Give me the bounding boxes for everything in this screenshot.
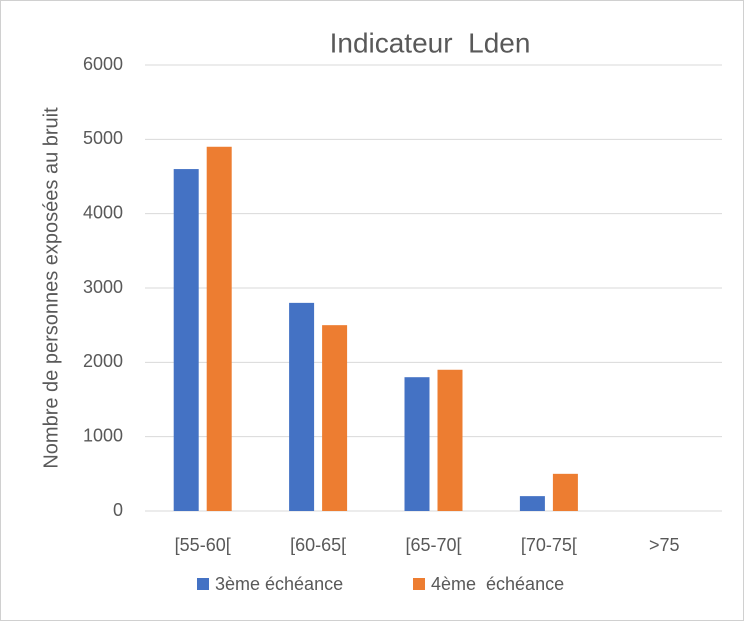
y-tick-label: 3000: [83, 277, 123, 297]
y-tick-label: 0: [113, 500, 123, 520]
y-tick-label: 4000: [83, 202, 123, 222]
bar: [437, 369, 463, 511]
y-tick-label: 1000: [83, 425, 123, 445]
bar: [519, 496, 545, 511]
bar: [322, 325, 348, 511]
chart-title: Indicateur Lden: [330, 27, 531, 58]
x-tick-label: [60-65[: [290, 535, 346, 555]
bar: [206, 146, 232, 511]
legend-label: 3ème échéance: [215, 574, 343, 594]
x-tick-label: [55-60[: [175, 535, 231, 555]
y-tick-label: 2000: [83, 351, 123, 371]
y-tick-label: 5000: [83, 128, 123, 148]
x-tick-label: >75: [649, 535, 680, 555]
y-tick-label: 6000: [83, 54, 123, 74]
y-axis-label: Nombre de personnes exposées au bruit: [40, 107, 62, 469]
bar: [404, 377, 430, 511]
bar: [289, 302, 315, 511]
x-tick-label: [65-70[: [405, 535, 461, 555]
legend-label: 4ème échéance: [431, 574, 564, 594]
x-tick-label: [70-75[: [521, 535, 577, 555]
legend-swatch: [413, 578, 425, 590]
legend: 3ème échéance 4ème échéance: [197, 574, 564, 594]
legend-swatch: [197, 578, 209, 590]
bar: [173, 169, 199, 512]
bar: [552, 473, 578, 511]
